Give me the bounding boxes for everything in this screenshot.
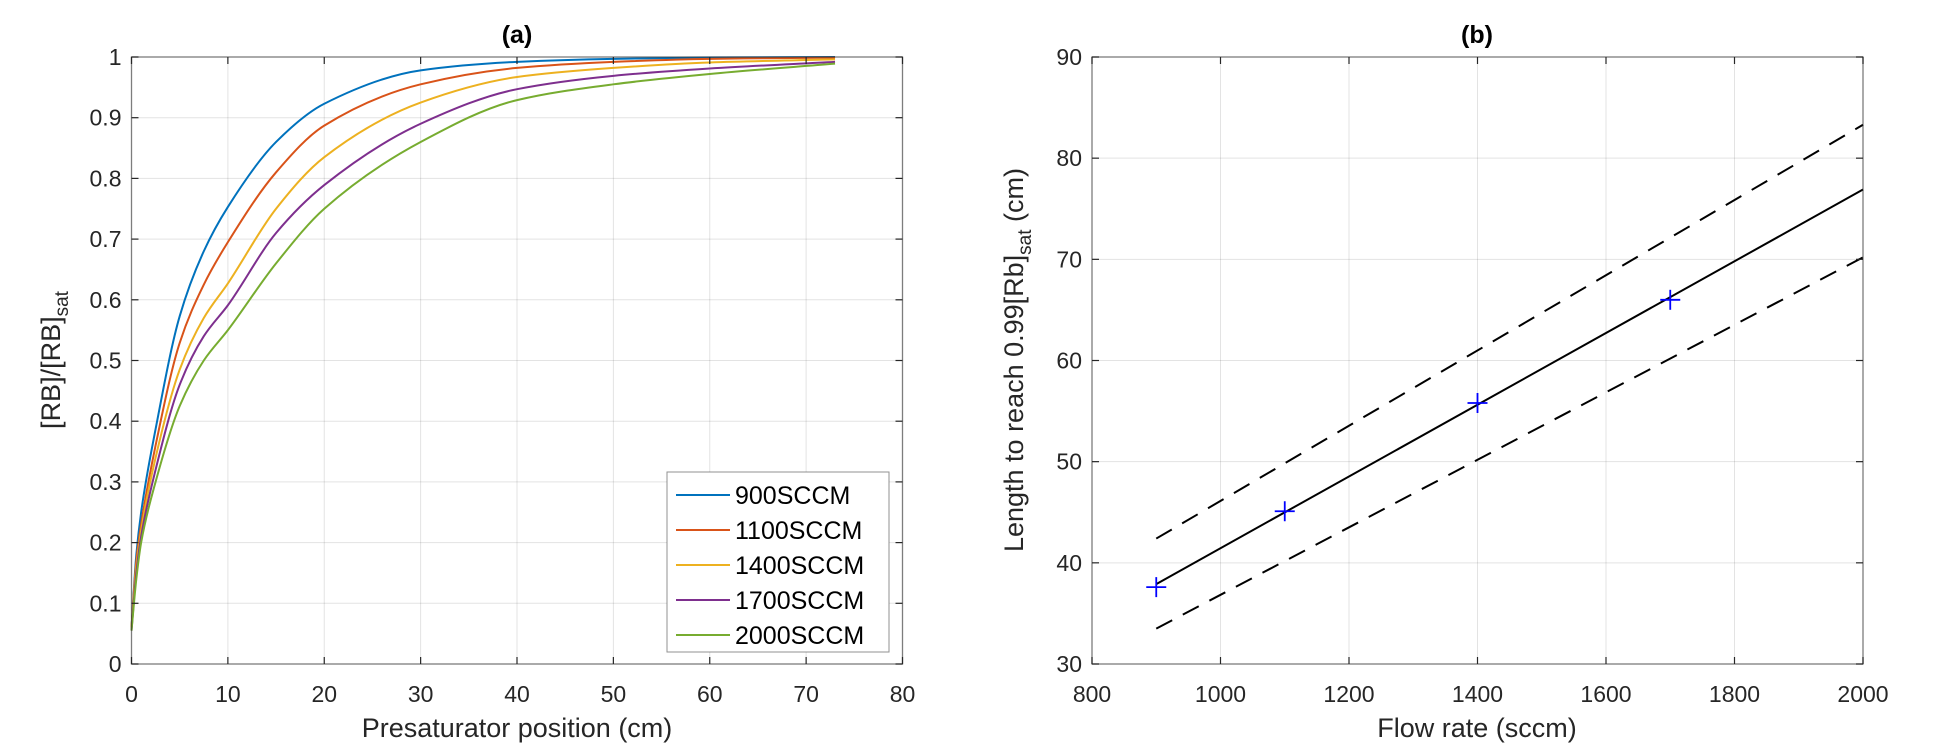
y-axis-label-b-sub: sat <box>1015 229 1036 255</box>
y-axis-label-b: Length to reach 0.99[Rb]sat (cm) <box>999 168 1036 552</box>
y-tick-label: 0.7 <box>90 226 122 252</box>
data-point-marker <box>1467 392 1488 413</box>
x-tick-label: 1200 <box>1323 681 1374 707</box>
y-tick-label: 0.8 <box>90 165 122 191</box>
x-tick-label: 10 <box>215 681 241 707</box>
x-tick-label: 20 <box>311 681 337 707</box>
x-tick-label: 50 <box>601 681 627 707</box>
legend-label: 1400SCCM <box>735 552 864 580</box>
series-lines-a <box>130 56 836 631</box>
x-tick-label: 60 <box>697 681 723 707</box>
y-tick-label: 0.9 <box>90 105 122 131</box>
grid-b <box>1092 57 1863 664</box>
x-tick-label: 1600 <box>1580 681 1631 707</box>
x-tick-label: 70 <box>793 681 819 707</box>
x-tick-label: 1800 <box>1709 681 1760 707</box>
x-tick-label: 1000 <box>1195 681 1246 707</box>
series-line-1400sccm <box>130 58 836 628</box>
data-point-marker <box>1274 501 1295 522</box>
title-b: (b) <box>1461 21 1493 49</box>
y-tick-label: 1 <box>109 44 122 70</box>
y-tick-label: 90 <box>1056 44 1082 70</box>
y-tick-label: 0.6 <box>90 287 122 313</box>
ticks-b: 800 1000 1200 1400 1600 1800 2000 30 40 50 60 70 80 9… <box>1056 44 1888 707</box>
x-tick-label: 800 <box>1073 681 1111 707</box>
legend-label: 2000SCCM <box>735 622 864 650</box>
y-tick-label: 0 <box>109 651 122 677</box>
fit-line <box>1155 188 1864 585</box>
x-tick-label: 80 <box>890 681 916 707</box>
series-lines-b <box>1146 123 1864 630</box>
x-tick-label: 2000 <box>1837 681 1888 707</box>
data-point-marker <box>1146 577 1167 598</box>
lower-bound-line <box>1155 256 1864 630</box>
y-tick-label: 0.1 <box>90 590 122 616</box>
data-point-marker <box>1660 289 1681 310</box>
ticks-a: 0 10 20 30 40 50 60 70 80 0 0.1 0.2 0.3 0.4 0.5 0.6 0.7 0… <box>90 44 916 707</box>
plot-area-b <box>1092 57 1863 664</box>
y-tick-label: 0.4 <box>90 408 122 434</box>
series-line-1700sccm <box>130 60 836 631</box>
y-tick-label: 40 <box>1056 550 1082 576</box>
legend-box <box>666 471 890 653</box>
y-tick-label: 70 <box>1056 246 1082 272</box>
x-axis-label-b: Flow rate (sccm) <box>1377 713 1577 743</box>
x-axis-label-a: Presaturator position (cm) <box>362 713 673 743</box>
legend-a: 900SCCM 1100SCCM 1400SCCM 1700SCCM 2000SCCM <box>666 471 890 653</box>
y-axis-label-b-tail: (cm) <box>999 168 1029 229</box>
x-tick-label: 30 <box>408 681 434 707</box>
x-tick-label: 40 <box>504 681 530 707</box>
panel-b: 800 1000 1200 1400 1600 1800 2000 30 40 50 60 70 80 9… <box>999 21 1889 743</box>
y-axis-label-a: [RB]/[RB]sat <box>36 290 73 429</box>
y-axis-label-a-sub: sat <box>52 290 73 316</box>
legend-label: 1700SCCM <box>735 587 864 615</box>
upper-bound-line <box>1155 123 1864 540</box>
y-axis-label-a-main: [RB]/[RB] <box>36 316 66 429</box>
y-tick-label: 60 <box>1056 348 1082 374</box>
y-tick-label: 30 <box>1056 651 1082 677</box>
x-tick-label: 0 <box>125 681 138 707</box>
legend-label: 900SCCM <box>735 482 850 510</box>
legend-label: 1100SCCM <box>735 517 862 545</box>
y-axis-label-b-main: Length to reach 0.99[Rb] <box>999 255 1029 552</box>
x-tick-label: 1400 <box>1452 681 1503 707</box>
y-tick-label: 0.3 <box>90 469 122 495</box>
panel-a: 0 10 20 30 40 50 60 70 80 0 0.1 0.2 0.3 0.4 0.5 0.6 0.7 0… <box>36 21 915 743</box>
y-tick-label: 50 <box>1056 449 1082 475</box>
y-tick-label: 0.2 <box>90 530 122 556</box>
y-tick-label: 80 <box>1056 145 1082 171</box>
series-line-2000sccm <box>130 62 836 631</box>
y-tick-label: 0.5 <box>90 348 122 374</box>
title-a: (a) <box>502 21 533 49</box>
